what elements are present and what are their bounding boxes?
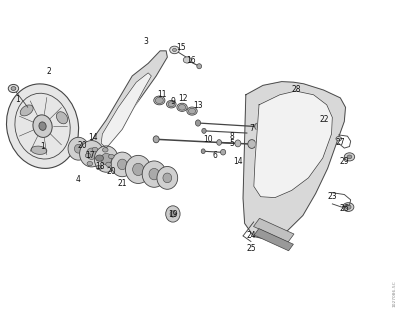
Ellipse shape: [80, 140, 104, 167]
Ellipse shape: [202, 128, 206, 133]
Ellipse shape: [166, 206, 180, 222]
Circle shape: [166, 100, 176, 108]
Text: 12: 12: [178, 94, 188, 103]
Ellipse shape: [56, 112, 68, 124]
Circle shape: [102, 148, 108, 152]
Ellipse shape: [142, 161, 166, 187]
Text: 9: 9: [170, 97, 175, 106]
Circle shape: [188, 108, 196, 114]
Text: 21: 21: [118, 179, 127, 188]
Circle shape: [155, 97, 163, 104]
Ellipse shape: [118, 159, 127, 170]
Text: 14: 14: [88, 133, 98, 142]
Circle shape: [346, 205, 351, 209]
Ellipse shape: [20, 105, 33, 116]
Text: 29: 29: [340, 157, 349, 166]
Text: 15: 15: [176, 43, 186, 52]
Ellipse shape: [201, 149, 205, 154]
Text: 25: 25: [246, 244, 256, 253]
Ellipse shape: [163, 173, 172, 183]
Text: 16: 16: [186, 56, 196, 65]
Circle shape: [168, 102, 174, 107]
Circle shape: [177, 103, 187, 112]
Ellipse shape: [86, 148, 97, 159]
Text: 27: 27: [336, 138, 345, 147]
Circle shape: [106, 162, 111, 167]
Polygon shape: [243, 82, 346, 240]
Ellipse shape: [220, 149, 226, 155]
Text: 22: 22: [320, 115, 329, 124]
Polygon shape: [101, 73, 151, 148]
Text: 20: 20: [78, 141, 87, 150]
Ellipse shape: [94, 146, 118, 172]
Circle shape: [170, 46, 179, 54]
Text: 3: 3: [144, 37, 149, 46]
Text: 19: 19: [168, 210, 178, 219]
Ellipse shape: [255, 123, 261, 130]
Text: 20: 20: [107, 167, 116, 176]
Circle shape: [343, 203, 354, 211]
Circle shape: [96, 155, 104, 161]
Text: 8: 8: [230, 132, 234, 141]
Polygon shape: [78, 51, 167, 161]
Ellipse shape: [196, 120, 200, 126]
Circle shape: [154, 96, 165, 105]
Text: 18: 18: [95, 163, 104, 171]
Ellipse shape: [39, 122, 46, 130]
Ellipse shape: [111, 152, 134, 177]
Circle shape: [172, 49, 176, 51]
Circle shape: [336, 136, 342, 141]
Ellipse shape: [6, 84, 78, 169]
Ellipse shape: [170, 211, 176, 217]
Bar: [254, 229, 293, 251]
Ellipse shape: [217, 140, 222, 145]
Circle shape: [88, 149, 111, 167]
Ellipse shape: [248, 140, 256, 148]
Text: 17: 17: [86, 152, 95, 160]
Ellipse shape: [126, 155, 151, 183]
Circle shape: [183, 57, 191, 63]
Text: 14: 14: [233, 157, 243, 166]
Circle shape: [85, 153, 91, 158]
Bar: [254, 218, 294, 242]
Circle shape: [108, 154, 114, 159]
Text: 1: 1: [40, 142, 45, 151]
Circle shape: [344, 153, 355, 161]
Ellipse shape: [33, 115, 52, 137]
Circle shape: [96, 165, 102, 170]
Text: 4: 4: [76, 175, 81, 184]
Text: 11: 11: [157, 90, 167, 99]
Circle shape: [187, 107, 197, 115]
Circle shape: [178, 105, 186, 110]
Ellipse shape: [31, 146, 47, 154]
Circle shape: [8, 84, 19, 93]
Circle shape: [92, 147, 98, 152]
Text: 23: 23: [328, 192, 337, 201]
Ellipse shape: [133, 163, 144, 175]
Text: 1027086-5C: 1027086-5C: [392, 281, 396, 307]
Text: 10: 10: [203, 135, 213, 144]
Text: 13: 13: [193, 101, 203, 110]
Text: 24: 24: [246, 231, 256, 240]
Circle shape: [87, 161, 93, 166]
Polygon shape: [254, 91, 332, 198]
Ellipse shape: [153, 136, 159, 143]
Text: 2: 2: [46, 67, 51, 76]
Circle shape: [11, 87, 16, 90]
Circle shape: [347, 155, 352, 159]
Ellipse shape: [101, 153, 112, 165]
Ellipse shape: [68, 137, 89, 160]
Text: 28: 28: [292, 85, 301, 94]
Ellipse shape: [157, 166, 178, 189]
Text: 5: 5: [230, 139, 234, 148]
Ellipse shape: [149, 169, 159, 180]
Ellipse shape: [74, 144, 82, 153]
Ellipse shape: [235, 140, 241, 147]
Ellipse shape: [197, 64, 202, 69]
Text: 7: 7: [249, 124, 254, 133]
Text: 26: 26: [340, 204, 349, 213]
Text: 1: 1: [15, 95, 20, 104]
Text: 6: 6: [213, 152, 218, 160]
